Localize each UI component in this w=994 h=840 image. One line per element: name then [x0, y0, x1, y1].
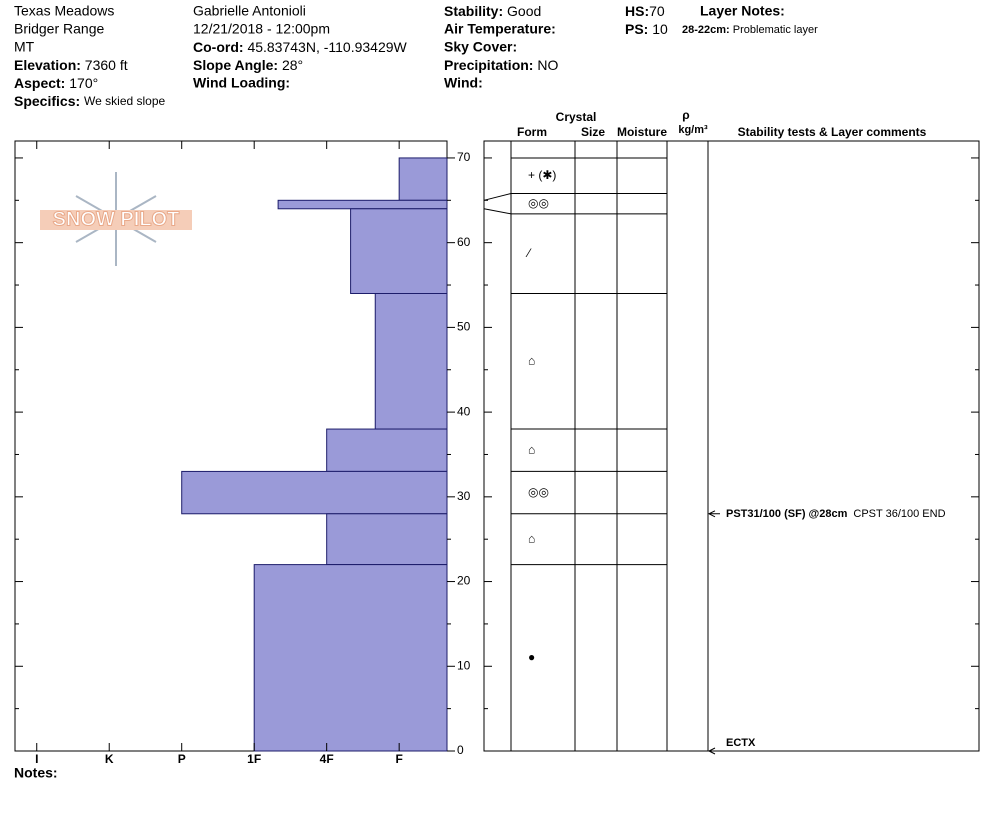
y-tick-label: 60 [457, 235, 471, 249]
test-arrow [707, 747, 720, 755]
y-tick-label: 20 [457, 574, 471, 588]
test-result: PST31/100 (SF) @28cm CPST 36/100 END [726, 508, 946, 520]
y-tick-label: 70 [457, 150, 471, 164]
crystal-form: ◎◎ [528, 196, 549, 210]
crystal-form: ⁄ [525, 246, 532, 260]
hardness-bar [181, 470, 448, 515]
hardness-bar [326, 428, 448, 472]
logo-text: SNOW PILOT [53, 208, 180, 230]
value: 10 [652, 21, 668, 37]
label: Stability: [444, 3, 503, 19]
layer-notes: 28-22cm: Problematic layer [682, 24, 818, 36]
label: Aspect: [14, 75, 65, 91]
datetime: 12/21/2018 - 12:00pm [193, 21, 330, 37]
col-header: Moisture [617, 125, 667, 139]
y-tick-label: 10 [457, 658, 471, 672]
air-temperature: Air Temperature: [444, 21, 556, 37]
label: Co-ord: [193, 39, 244, 55]
col-header: Size [581, 125, 605, 139]
layer-notes-label: Layer Notes: [700, 3, 785, 19]
coord: Co-ord: 45.83743N, -110.93429W [193, 39, 408, 55]
stability: Stability: Good [444, 3, 541, 19]
value: 45.83743N, -110.93429W [247, 39, 407, 55]
notes: Notes: [14, 765, 58, 781]
y-tick-label: 40 [457, 404, 471, 418]
specifics: Specifics: We skied slope [14, 93, 166, 109]
hardness-bar [326, 513, 448, 566]
value: We skied slope [84, 94, 165, 108]
text: Problematic layer [733, 24, 818, 36]
hardness-bar [350, 208, 448, 294]
col-header: Crystal [556, 110, 597, 124]
table-frame [483, 140, 980, 752]
x-tick-label: 4F [320, 752, 334, 766]
x-tick-label: 1F [247, 752, 261, 766]
range: 28-22cm: [682, 24, 730, 36]
label: HS: [625, 3, 649, 19]
elevation: Elevation: 7360 ft [14, 57, 128, 73]
layer-connector [483, 193, 512, 201]
crystal-form: ⌂ [528, 353, 535, 367]
slope-angle: Slope Angle: 28° [193, 57, 303, 73]
col-header: kg/m³ [678, 124, 708, 136]
y-tick-label: 0 [457, 743, 464, 757]
layer-connector [483, 208, 512, 215]
crystal-form: ● [528, 650, 535, 664]
y-tick-label: 50 [457, 320, 471, 334]
sky-cover: Sky Cover: [444, 39, 517, 55]
value: 28° [282, 57, 303, 73]
y-tick-label: 30 [457, 489, 471, 503]
crystal-form: ⌂ [528, 442, 535, 456]
hardness-bar [398, 157, 448, 201]
ps: PS: 10 [625, 21, 668, 37]
value: 7360 ft [85, 57, 128, 73]
test-arrow [707, 510, 720, 518]
test-label: PST31/100 (SF) @28cm [726, 508, 848, 520]
x-tick-label: F [395, 752, 402, 766]
label: Precipitation: [444, 57, 533, 73]
wind: Wind: [444, 75, 483, 91]
crystal-form: ◎◎ [528, 485, 549, 499]
test-result: ECTX [726, 737, 756, 749]
col-header: Stability tests & Layer comments [738, 125, 927, 139]
precipitation: Precipitation: NO [444, 57, 558, 73]
col-header: Form [517, 125, 547, 139]
value: NO [537, 57, 558, 73]
label: Specifics: [14, 93, 80, 109]
logo: SNOW PILOT [40, 172, 192, 266]
label: PS: [625, 21, 648, 37]
x-tick-label: K [105, 752, 114, 766]
hardness-bar [374, 293, 448, 430]
value: Good [507, 3, 541, 19]
hs: HS:70 [625, 3, 665, 19]
hardness-bar [253, 564, 448, 752]
test-label: ECTX [726, 737, 756, 749]
test-comment: CPST 36/100 END [853, 508, 945, 520]
range: Bridger Range [14, 21, 104, 37]
hardness-bar [277, 199, 448, 210]
state: MT [14, 39, 35, 55]
wind-loading: Wind Loading: [193, 75, 290, 91]
location: Texas Meadows [14, 3, 114, 19]
crystal-form: + (✱) [528, 168, 556, 182]
aspect: Aspect: 170° [14, 75, 98, 91]
x-tick-label: P [178, 752, 186, 766]
x-tick-label: I [35, 752, 38, 766]
label: Elevation: [14, 57, 81, 73]
crystal-form: ⌂ [528, 531, 535, 545]
observer: Gabrielle Antonioli [193, 3, 306, 19]
col-header: ρ [682, 108, 689, 122]
label: Slope Angle: [193, 57, 278, 73]
value: 70 [649, 3, 665, 19]
value: 170° [69, 75, 98, 91]
